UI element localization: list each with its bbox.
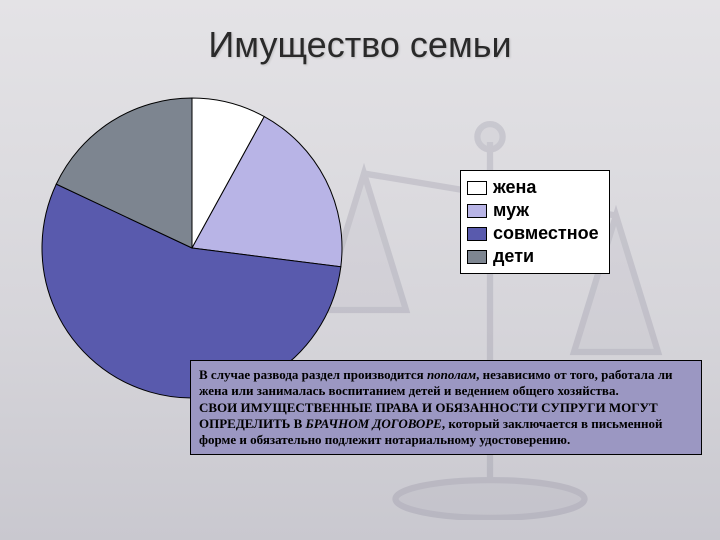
- legend-label: дети: [493, 246, 534, 267]
- legend-label: жена: [493, 177, 536, 198]
- textbox-italic-contract: БРАЧНОМ ДОГОВОРЕ: [306, 416, 442, 431]
- chart-legend: женамужсовместноедети: [460, 170, 610, 274]
- slide-title: Имущество семьи: [0, 24, 720, 66]
- textbox-italic-popolam: пополам: [427, 367, 476, 382]
- legend-label: совместное: [493, 223, 599, 244]
- legend-item: жена: [467, 177, 599, 198]
- legend-swatch: [467, 181, 487, 195]
- legend-item: дети: [467, 246, 599, 267]
- legend-item: муж: [467, 200, 599, 221]
- textbox-line1a: В случае развода раздел производится: [199, 367, 427, 382]
- legend-swatch: [467, 227, 487, 241]
- explanatory-text-box: В случае развода раздел производится поп…: [190, 360, 702, 455]
- legend-label: муж: [493, 200, 529, 221]
- legend-item: совместное: [467, 223, 599, 244]
- legend-swatch: [467, 204, 487, 218]
- legend-swatch: [467, 250, 487, 264]
